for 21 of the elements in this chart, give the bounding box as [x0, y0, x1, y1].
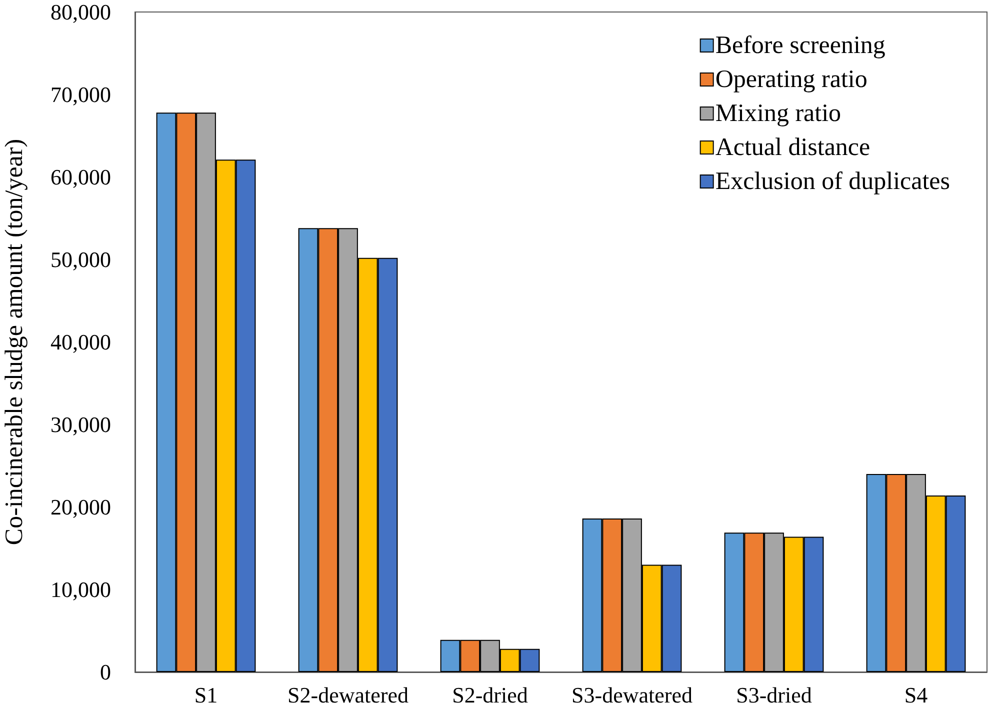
x-tick-label: S4: [904, 682, 928, 708]
y-tick-label: 50,000: [50, 247, 111, 272]
y-tick-label: 80,000: [50, 0, 111, 24]
legend-label: Operating ratio: [715, 66, 868, 93]
x-tick-label: S1: [194, 682, 218, 708]
x-tick-label: S2-dewatered: [288, 682, 408, 708]
x-tick-label: S2-dried: [452, 682, 528, 708]
y-tick-label: 10,000: [50, 577, 111, 602]
x-tick-label: S3-dried: [736, 682, 812, 708]
x-tick-label: S3-dewatered: [572, 682, 692, 708]
legend-label: Exclusion of duplicates: [715, 168, 950, 195]
y-tick-label: 0: [100, 660, 111, 684]
legend-label: Before screening: [715, 32, 886, 59]
legend-label: Actual distance: [715, 134, 870, 161]
y-axis-title: Co-incinerable sludge amount (ton/year): [1, 138, 28, 546]
y-tick-label: 70,000: [50, 82, 111, 107]
legend-label: Mixing ratio: [715, 100, 842, 127]
y-tick-label: 20,000: [50, 494, 111, 520]
y-tick-label: 60,000: [50, 164, 111, 190]
y-tick-label: 40,000: [50, 330, 111, 354]
y-tick-label: 30,000: [50, 412, 111, 437]
